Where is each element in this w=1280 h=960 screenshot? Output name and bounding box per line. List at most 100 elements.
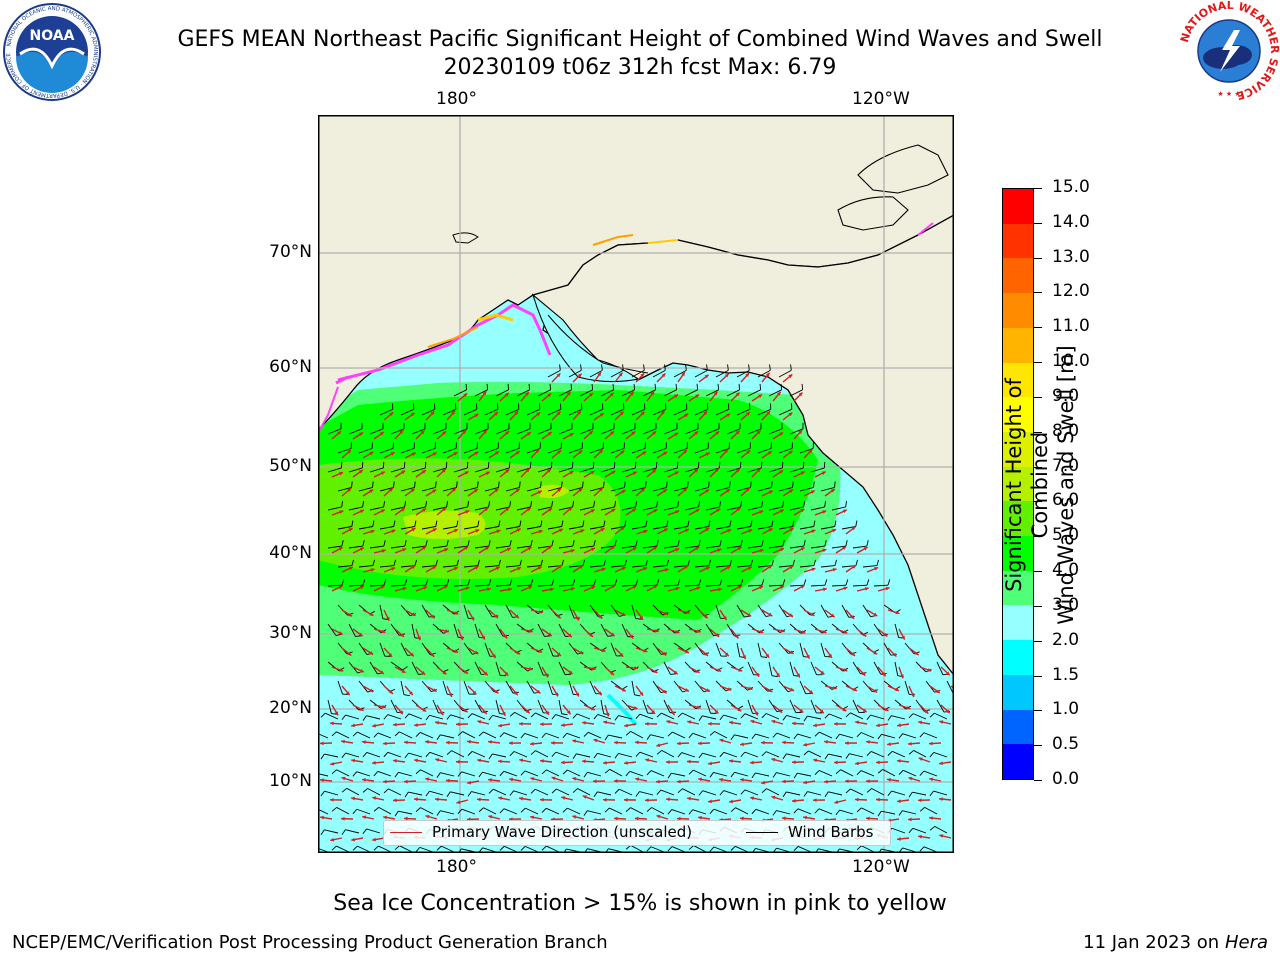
land-north-america bbox=[531, 214, 954, 677]
wave-arrow-head bbox=[517, 566, 522, 571]
wind-barb-flag bbox=[790, 364, 792, 371]
wind-barb-flag bbox=[635, 751, 641, 757]
wave-arrow-head bbox=[897, 799, 901, 803]
wind-barb bbox=[516, 467, 531, 473]
wind-barb bbox=[873, 661, 882, 675]
lon-label-bottom-180: 180° bbox=[436, 857, 477, 877]
wind-barb bbox=[400, 486, 415, 492]
wave-arrow-head bbox=[635, 777, 640, 782]
wind-barb-flag bbox=[656, 579, 660, 586]
wave-arrow-head bbox=[389, 412, 394, 417]
wind-barb bbox=[831, 506, 846, 511]
wave-arrow-head bbox=[421, 670, 426, 675]
wave-arrow-head bbox=[569, 433, 574, 437]
wind-barb bbox=[408, 713, 423, 720]
wind-barb-flag bbox=[750, 481, 752, 488]
wave-arrow-head bbox=[705, 528, 710, 532]
wind-barb bbox=[747, 699, 753, 714]
wind-barb bbox=[736, 447, 751, 454]
wave-arrow-head bbox=[861, 671, 866, 676]
wave-arrow-head bbox=[536, 412, 541, 417]
colorbar-tick-mark bbox=[1034, 327, 1042, 329]
wind-barb-flag bbox=[656, 750, 662, 755]
wave-arrow-head bbox=[939, 834, 944, 838]
wave-arrow-head bbox=[811, 529, 816, 534]
wind-barb-flag bbox=[856, 732, 862, 738]
wave-arrow-head bbox=[477, 758, 482, 763]
wave-arrow-head bbox=[618, 372, 623, 377]
wave-arrow-head bbox=[593, 779, 597, 784]
wind-barb bbox=[642, 545, 657, 549]
wind-barb bbox=[778, 447, 793, 454]
wave-arrow-head bbox=[687, 720, 692, 725]
wind-barb bbox=[526, 526, 541, 530]
wind-barb-flag bbox=[845, 712, 851, 718]
wind-barb bbox=[682, 788, 696, 796]
wind-barb-flag bbox=[866, 751, 872, 757]
wave-arrow-head bbox=[614, 816, 618, 821]
wind-barb-flag bbox=[425, 540, 428, 547]
wind-barb bbox=[934, 712, 948, 720]
wind-barb-flag bbox=[719, 500, 722, 508]
wind-barb-flag bbox=[908, 713, 914, 719]
wave-arrow-head bbox=[715, 633, 720, 637]
wind-barb-flag bbox=[740, 751, 746, 757]
wave-arrow-head bbox=[610, 545, 615, 550]
wave-arrow-head bbox=[698, 815, 702, 820]
wind-barb-flag bbox=[583, 772, 588, 778]
wind-barb bbox=[789, 467, 804, 473]
wind-barb bbox=[631, 369, 645, 378]
wave-arrow-head bbox=[862, 632, 867, 637]
wind-barb-flag bbox=[614, 788, 620, 794]
wind-barb-flag bbox=[414, 481, 416, 488]
wave-arrow-head bbox=[766, 411, 771, 416]
wave-arrow-head bbox=[488, 778, 492, 782]
wind-barb-flag bbox=[675, 383, 678, 390]
wind-barb-flag bbox=[488, 540, 491, 547]
wave-arrow-head bbox=[624, 761, 628, 765]
wave-arrow-head bbox=[768, 528, 773, 532]
colorbar-tick-mark bbox=[1034, 501, 1042, 503]
wave-arrow-head bbox=[570, 587, 575, 591]
wind-barb-flag bbox=[331, 731, 337, 737]
wind-barb bbox=[862, 604, 872, 617]
wave-arrow-head bbox=[864, 587, 869, 591]
lat-label-10n: 10°N bbox=[269, 771, 312, 791]
wave-arrow-head bbox=[561, 723, 565, 727]
wave-arrow-head bbox=[530, 741, 534, 746]
wind-barb-flag bbox=[572, 788, 578, 793]
wave-arrow-head bbox=[748, 686, 753, 691]
wave-arrow-head bbox=[516, 650, 521, 655]
wave-arrow-head bbox=[666, 760, 670, 764]
wind-barb bbox=[568, 408, 582, 416]
wave-arrow-head bbox=[687, 796, 691, 801]
wind-barb-flag bbox=[835, 809, 840, 816]
wind-barb bbox=[337, 447, 352, 454]
wave-arrow-head bbox=[683, 488, 688, 492]
wave-arrow-head bbox=[339, 668, 344, 672]
wind-barb-flag bbox=[730, 771, 735, 778]
colorbar-segment bbox=[1003, 327, 1033, 363]
wave-arrow-head bbox=[708, 799, 712, 804]
wind-barb-flag bbox=[499, 770, 505, 777]
wind-barb bbox=[495, 428, 510, 435]
wave-arrow-head bbox=[813, 758, 818, 763]
wind-barb bbox=[621, 623, 629, 637]
wave-arrow-head bbox=[740, 742, 744, 747]
wind-barb bbox=[429, 751, 444, 758]
wind-barb bbox=[327, 428, 342, 435]
wave-arrow-head bbox=[577, 373, 582, 378]
wind-barb bbox=[735, 807, 749, 815]
wind-barb-flag bbox=[436, 734, 441, 741]
wind-barb-flag bbox=[646, 846, 652, 852]
wind-barb-flag bbox=[677, 788, 683, 794]
wave-arrow-head bbox=[603, 760, 607, 765]
colorbar-tick-label: 10.0 bbox=[1052, 351, 1090, 372]
wind-barb-flag bbox=[394, 810, 399, 817]
wave-arrow-head bbox=[611, 508, 616, 513]
wave-arrow-head bbox=[464, 670, 469, 674]
wind-barb bbox=[348, 623, 356, 637]
wave-arrow-head bbox=[632, 471, 637, 476]
wind-barb-flag bbox=[551, 751, 557, 757]
wind-barb bbox=[369, 428, 384, 435]
